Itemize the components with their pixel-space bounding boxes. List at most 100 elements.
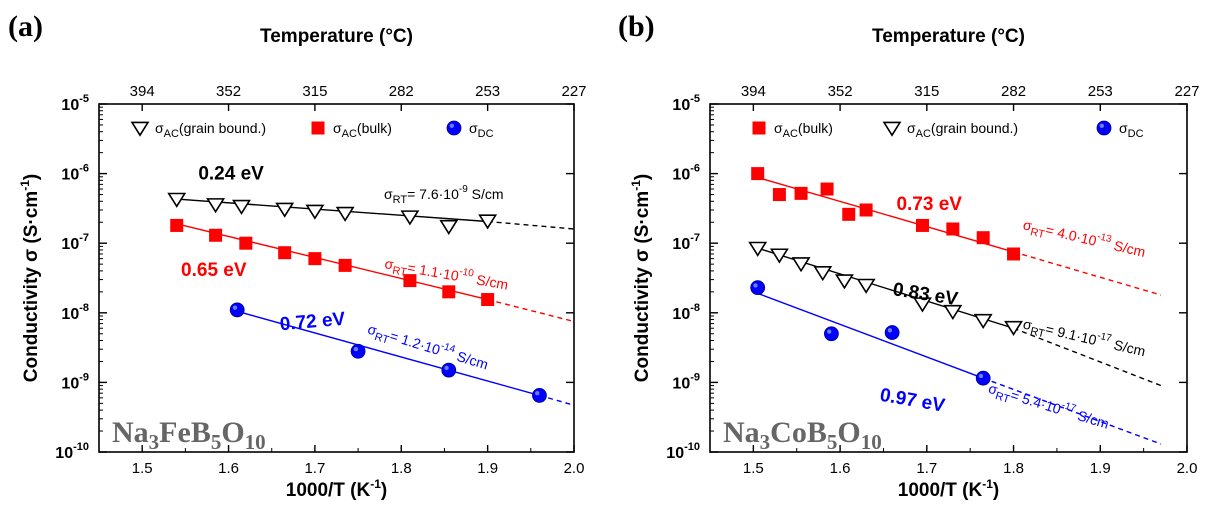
legend-marker	[311, 121, 325, 135]
data-point	[170, 218, 184, 232]
data-point	[350, 343, 366, 359]
top-axis-title: Temperature (°C)	[260, 26, 413, 47]
y-tick-label: 10-5	[61, 93, 89, 114]
marker-highlight	[353, 346, 359, 352]
legend-item: σAC(bulk)	[311, 120, 392, 140]
top-tick-label: 315	[302, 83, 327, 100]
x-tick-label: 2.0	[1177, 460, 1198, 477]
data-point	[943, 304, 963, 321]
y-tick-label: 10-7	[61, 232, 89, 253]
top-tick-label: 282	[389, 83, 414, 100]
activation-energy-label: 0.72 eV	[279, 309, 346, 336]
legend-marker	[130, 121, 150, 137]
series-triangle: 0.24 eV σRT= 7.6·10-9 S/cm	[167, 164, 575, 235]
data-point	[975, 370, 991, 386]
rt-conductivity-label: σRT= 4.0·10-13 S/cm	[1021, 214, 1148, 264]
data-point	[206, 198, 226, 214]
data-point	[232, 199, 251, 215]
data-point	[915, 218, 929, 232]
data-point	[439, 219, 459, 235]
legend-marker	[882, 121, 902, 137]
x-tick-label: 1.9	[1090, 460, 1111, 477]
x-tick-label: 1.7	[916, 460, 937, 477]
extrapolation-line	[1013, 251, 1162, 296]
data-point	[913, 297, 932, 313]
marker-highlight	[444, 365, 449, 371]
x-tick-label: 1.8	[1003, 460, 1024, 477]
data-point	[824, 326, 839, 342]
sample-name: Na3FeB5O10	[112, 416, 266, 454]
marker-highlight	[535, 391, 540, 396]
legend-label: σAC(grain bound.)	[907, 120, 1018, 140]
plot-frame	[98, 103, 575, 453]
data-point	[478, 214, 498, 230]
x-tick-label: 1.6	[830, 460, 851, 477]
sample-name: Na3CoB5O10	[723, 416, 882, 454]
top-tick-label: 394	[130, 83, 155, 100]
rt-conductivity-label: σRT= 1.2·10-14 S/cm	[365, 319, 491, 377]
data-point	[442, 285, 456, 299]
data-point	[842, 207, 856, 221]
x-tick-label: 2.0	[564, 460, 585, 477]
data-point	[791, 257, 811, 273]
y-tick-label: 10-6	[672, 163, 700, 184]
series-square: 0.73 eV σRT= 4.0·10-13 S/cm	[751, 167, 1162, 296]
legend-label: σAC(bulk)	[333, 120, 392, 140]
data-point	[400, 210, 420, 226]
data-point	[769, 248, 789, 264]
data-point	[305, 204, 325, 220]
data-point	[794, 186, 808, 200]
top-tick-label: 315	[914, 83, 939, 100]
fit-line	[236, 310, 540, 397]
legend-item: σDC	[1096, 120, 1144, 140]
y-tick-label: 10-10	[666, 441, 700, 462]
marker-highlight	[887, 328, 893, 333]
marker-highlight	[978, 373, 984, 379]
fit-line	[757, 292, 984, 379]
top-tick-label: 352	[828, 83, 853, 100]
top-tick-label: 282	[1001, 83, 1026, 100]
data-point	[946, 222, 960, 236]
data-point	[1007, 247, 1021, 261]
legend-marker	[446, 120, 462, 136]
panel-label: (b)	[618, 10, 655, 43]
data-point	[856, 278, 876, 294]
data-point	[441, 362, 457, 378]
data-point	[275, 202, 295, 218]
series-square: 0.65 eV σRT= 1.1·10-10 S/cm	[170, 218, 575, 323]
data-point	[973, 313, 993, 330]
extrapolation-line	[487, 298, 575, 323]
marker-highlight	[753, 283, 758, 288]
legend-label: σDC	[469, 120, 494, 140]
panel-label: (a)	[8, 10, 43, 43]
rt-conductivity-label: σRT= 7.6·10-9 S/cm	[384, 184, 504, 206]
data-point	[209, 228, 223, 242]
y-tick-label: 10-5	[672, 93, 700, 114]
y-axis-title: Conductivity σ (S·cm-1)	[18, 174, 42, 382]
legend-label: σAC(bulk)	[774, 120, 833, 140]
y-tick-label: 10-9	[672, 371, 700, 392]
x-tick-label: 1.5	[743, 460, 764, 477]
fit-line	[176, 223, 488, 301]
data-point	[813, 266, 833, 282]
data-point	[750, 280, 766, 296]
data-point	[308, 252, 322, 266]
y-tick-label: 10-6	[61, 163, 89, 184]
top-tick-label: 352	[216, 83, 241, 100]
top-tick-label: 394	[741, 83, 766, 100]
extrapolation-line	[982, 377, 1162, 445]
data-point	[278, 246, 292, 260]
y-tick-label: 10-8	[61, 302, 89, 323]
y-tick-label: 10-7	[672, 232, 700, 253]
data-point	[481, 293, 495, 307]
data-point	[820, 182, 834, 196]
data-point	[976, 231, 990, 245]
data-point	[884, 325, 900, 340]
data-point	[403, 274, 417, 288]
top-tick-label: 227	[561, 83, 586, 100]
x-tick-label: 1.8	[391, 460, 412, 477]
activation-energy-label: 0.24 eV	[198, 164, 264, 185]
legend-label: σDC	[1119, 120, 1144, 140]
data-point	[239, 236, 253, 250]
